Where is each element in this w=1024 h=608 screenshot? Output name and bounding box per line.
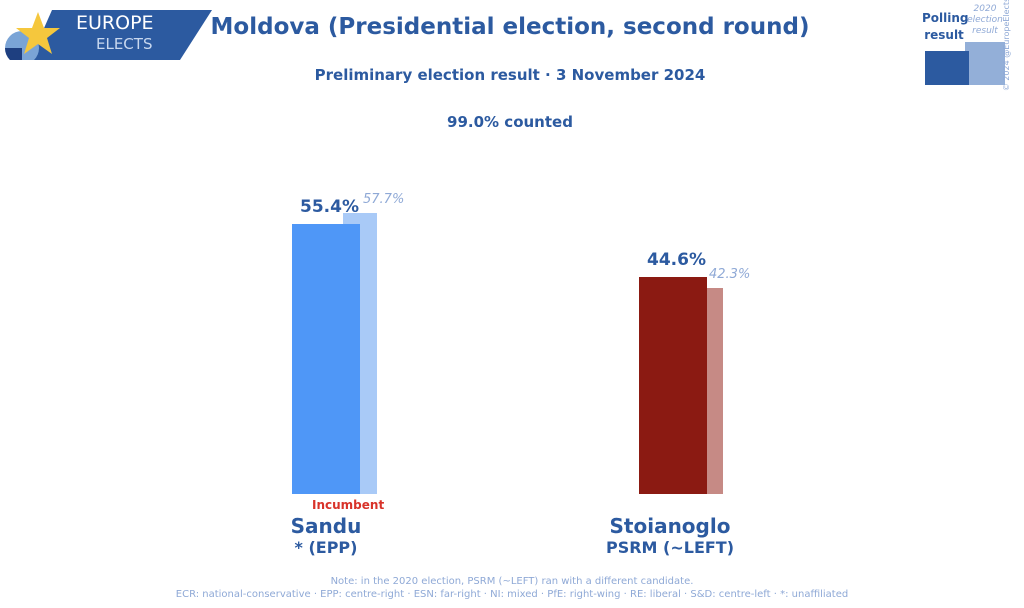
counted-text: 99.0% counted xyxy=(447,113,573,131)
chart-title: Moldova (Presidential election, second r… xyxy=(210,14,810,40)
footer-groups: ECR: national-conservative · EPP: centre… xyxy=(175,589,849,600)
prev-value-label: 57.7% xyxy=(363,192,405,207)
chart-subtitle: Preliminary election result · 3 November… xyxy=(314,66,706,84)
candidate-name: Sandu xyxy=(290,514,362,538)
europe-elects-logo: EUROPE ELECTS xyxy=(0,8,215,65)
copyright: © 2024 @EuropeElects xyxy=(1002,0,1012,92)
value-label: 55.4% xyxy=(300,197,359,218)
legend-polling-swatch xyxy=(925,51,969,85)
prev-value-label: 42.3% xyxy=(709,266,751,282)
footer-note: Note: in the 2020 election, PSRM (~LEFT)… xyxy=(330,576,694,587)
bar-polling-stoianoglo xyxy=(639,276,707,494)
value-label: 44.6% xyxy=(647,249,706,270)
legend: Polling result 2020 election result © 20… xyxy=(920,0,1024,95)
candidate-stoianoglo: Stoianoglo PSRM (~LEFT) xyxy=(590,516,750,558)
candidate-party: * (EPP) xyxy=(294,538,358,557)
logo-line2: ELECTS xyxy=(96,35,153,53)
incumbent-label: Incumbent xyxy=(312,498,385,512)
logo-line1: EUROPE xyxy=(76,12,154,34)
candidate-name: Stoianoglo xyxy=(609,514,731,538)
legend-prev-swatch xyxy=(965,42,1005,85)
legend-polling-label: Polling result xyxy=(922,11,969,42)
candidate-sandu: Sandu * (EPP) xyxy=(266,516,386,558)
bar-polling-sandu xyxy=(292,224,360,494)
candidate-party: PSRM (~LEFT) xyxy=(605,538,735,557)
legend-previous-label: 2020 election result xyxy=(967,4,1003,36)
